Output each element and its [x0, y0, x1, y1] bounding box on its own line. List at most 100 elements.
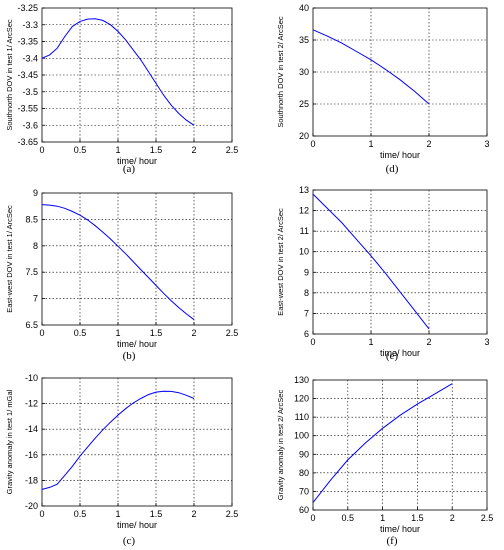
y-axis-label: Gravity anomaly in test 2/ ArcSec — [276, 390, 285, 501]
x-tick-label: 0 — [310, 513, 315, 523]
y-tick-label: 12 — [299, 206, 309, 216]
y-tick-label: -10 — [25, 373, 38, 383]
plot-frame — [312, 379, 488, 511]
plot-frame — [41, 7, 233, 143]
y-tick-label: 10 — [299, 247, 309, 257]
panel-caption: (b) — [123, 350, 136, 362]
x-tick-label: 0.5 — [74, 328, 87, 338]
x-tick-label: 2 — [191, 328, 196, 338]
x-tick-label: 0.5 — [74, 509, 87, 519]
x-axis-label: time/ hour — [380, 348, 420, 358]
y-tick-label: 9 — [33, 188, 38, 198]
y-tick-label: -20 — [25, 501, 38, 511]
y-tick-label: 6.5 — [25, 320, 38, 330]
y-tick-label: -14 — [25, 424, 38, 434]
y-tick-label: 20 — [299, 131, 309, 141]
chart-panel-4: 0 0.5 1 1.5 2 2.5 -10 -12 -14 -16 -18 -20 time/ hour… — [5, 373, 238, 547]
x-tick-label: 0 — [310, 139, 315, 149]
x-tick-label: 0.5 — [342, 513, 355, 523]
chart-panel-5: 0 0.5 1 1.5 2 2.5 130 120 110 100 90 80 70 60 time/ ho… — [276, 375, 493, 547]
y-tick-label: -3.45 — [17, 70, 38, 80]
panel-caption: (f) — [387, 535, 398, 547]
y-tick-label: 7 — [304, 308, 309, 318]
x-tick-label: 0 — [39, 145, 44, 155]
x-tick-label: 1.5 — [150, 145, 163, 155]
x-tick-label: 2.5 — [226, 145, 239, 155]
y-tick-label: 7.5 — [25, 267, 38, 277]
x-tick-label: 1.5 — [150, 328, 163, 338]
plot-frame — [312, 7, 488, 137]
y-tick-label: 110 — [295, 412, 309, 422]
y-axis-label: Southnorth DOV in test 1/ ArcSec — [5, 19, 14, 131]
y-tick-label: 80 — [299, 468, 309, 478]
y-tick-label: -3.3 — [22, 20, 38, 30]
x-tick-label: 1 — [380, 513, 385, 523]
x-tick-label: 0 — [39, 328, 44, 338]
y-axis-label: East-west DOV in test 2/ ArcSec — [276, 208, 285, 316]
y-tick-label: 130 — [294, 375, 309, 385]
x-tick-label: 0 — [39, 509, 44, 519]
y-tick-label: 100 — [294, 431, 309, 441]
x-tick-label: 2 — [426, 139, 431, 149]
panel-caption: (c) — [123, 535, 136, 547]
x-axis-label: time/ hour — [117, 156, 157, 166]
x-axis-label: time/ hour — [117, 339, 157, 349]
x-tick-label: 1 — [115, 328, 120, 338]
y-tick-label: 120 — [294, 394, 309, 404]
x-tick-label: 2 — [450, 513, 455, 523]
y-tick-label: 13 — [299, 185, 309, 195]
x-tick-label: 2 — [426, 337, 431, 347]
x-tick-label: 1.5 — [150, 509, 163, 519]
y-tick-label: 40 — [299, 3, 309, 13]
plot-frame — [312, 189, 488, 335]
y-tick-label: -3.65 — [17, 137, 38, 147]
chart-panel-0: 0 0.5 1 1.5 2 2.5 -3.25 -3.3 -3.35 -3.4 -3.45 -3.5 -… — [5, 3, 238, 175]
y-tick-label: -3.25 — [17, 3, 38, 13]
x-tick-label: 0.5 — [74, 145, 87, 155]
series-line — [312, 29, 430, 105]
x-tick-label: 1 — [368, 139, 373, 149]
y-axis-label: East-west DOV in test 1/ ArcSec — [5, 205, 14, 313]
y-axis-label: Southnorth DOV in test 2/ ArcSec — [276, 16, 285, 128]
y-tick-label: -3.6 — [22, 120, 38, 130]
y-tick-label: 8 — [304, 288, 309, 298]
x-axis-label: time/ hour — [117, 520, 157, 530]
series-line — [41, 204, 195, 321]
x-tick-label: 2.5 — [226, 509, 239, 519]
y-tick-label: 30 — [299, 67, 309, 77]
y-tick-label: 8.5 — [25, 214, 38, 224]
y-tick-label: -3.5 — [22, 87, 38, 97]
plot-frame — [41, 377, 233, 507]
y-tick-label: -3.4 — [22, 53, 38, 63]
x-tick-label: 1.5 — [411, 513, 424, 523]
y-tick-label: 60 — [299, 505, 309, 515]
chart-panel-1: 0 1 2 3 40 35 30 25 20 time/ hour Southnorth DOV i… — [276, 3, 490, 175]
y-tick-label: -3.55 — [17, 104, 38, 114]
x-tick-label: 1 — [115, 509, 120, 519]
y-tick-label: 7 — [33, 294, 38, 304]
y-axis-label: Gravity anomaly in test 1/ mGal — [5, 389, 14, 494]
y-tick-label: 90 — [299, 449, 309, 459]
x-tick-label: 1 — [115, 145, 120, 155]
x-tick-label: 2.5 — [481, 513, 494, 523]
y-tick-label: -3.35 — [17, 37, 38, 47]
x-tick-label: 3 — [484, 139, 489, 149]
x-axis-label: time/ hour — [380, 150, 420, 160]
x-axis-label: time/ hour — [380, 524, 420, 534]
series-line — [312, 383, 453, 503]
y-tick-label: -18 — [25, 475, 38, 485]
x-tick-label: 2 — [191, 509, 196, 519]
y-tick-label: 6 — [304, 329, 309, 339]
chart-panel-2: 0 0.5 1 1.5 2 2.5 9 8.5 8 7.5 7 6.5 time/ hour East-w… — [5, 188, 238, 362]
y-tick-label: -16 — [25, 450, 38, 460]
series-line — [41, 390, 195, 490]
panel-caption: (a) — [123, 163, 136, 175]
y-tick-label: 8 — [33, 241, 38, 251]
panel-caption: (e) — [386, 350, 399, 362]
panel-caption: (d) — [386, 163, 399, 175]
plot-frame — [41, 192, 233, 326]
y-tick-label: 35 — [299, 35, 309, 45]
y-tick-label: 11 — [300, 226, 309, 236]
